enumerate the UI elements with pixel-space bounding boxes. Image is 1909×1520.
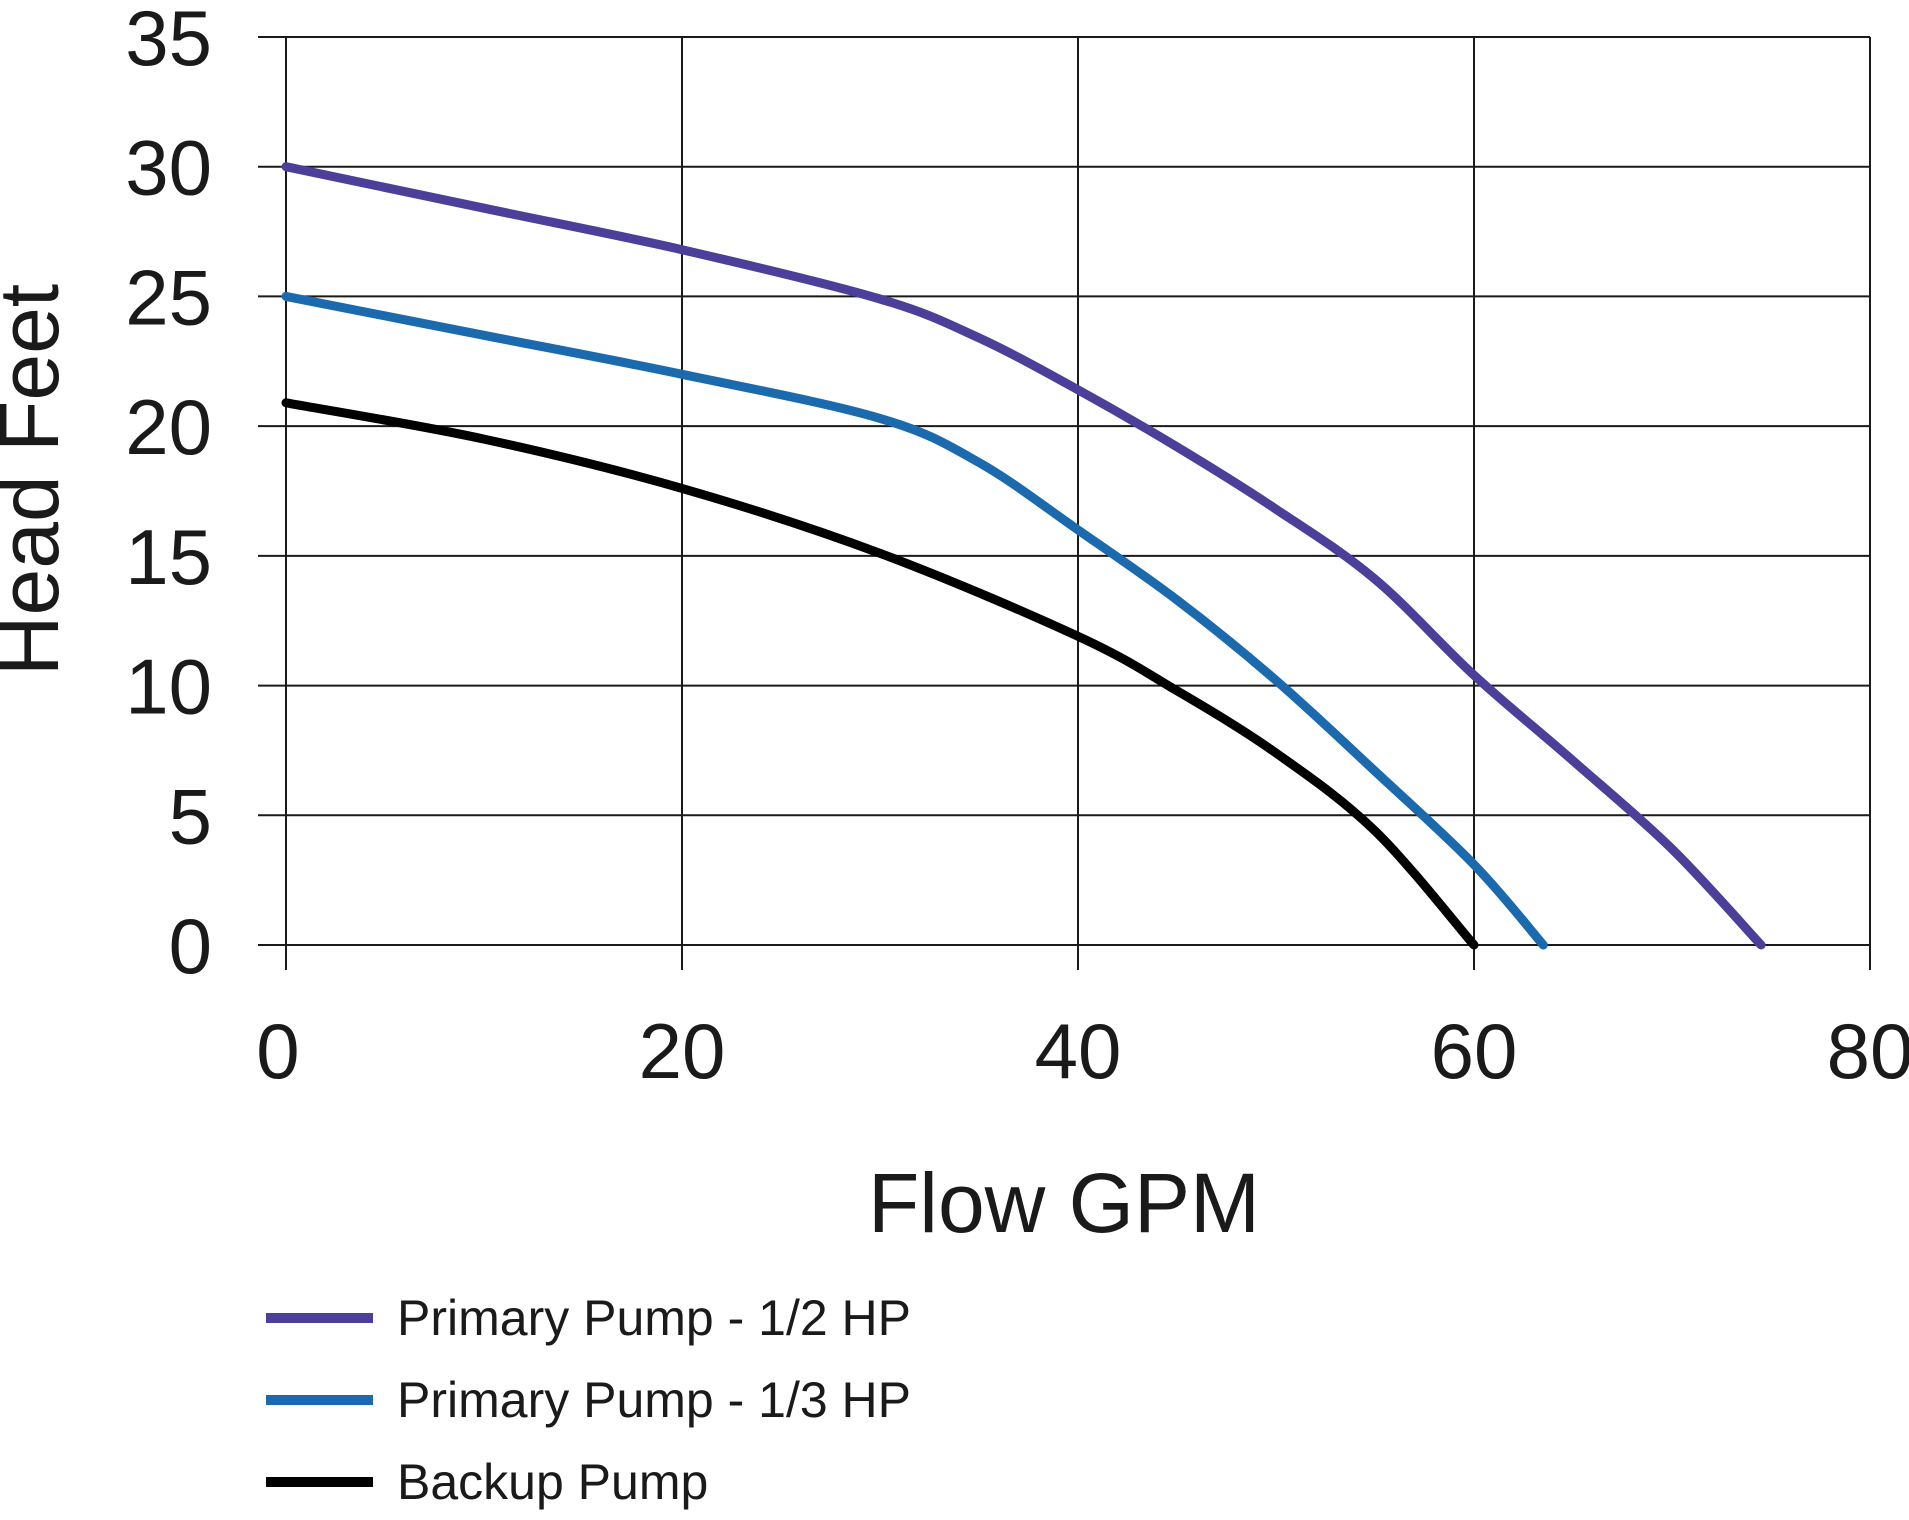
legend-label: Primary Pump - 1/2 HP [397,1290,911,1346]
legend-item-primary-pump-1-3-hp: Primary Pump - 1/3 HP [266,1372,911,1428]
y-tick-label: 35 [125,0,212,82]
y-tick-label: 25 [125,253,212,341]
x-tick-label: 40 [1035,1007,1122,1095]
legend-label: Primary Pump - 1/3 HP [397,1372,911,1428]
grid [258,36,1871,970]
y-tick-label: 10 [125,643,212,731]
y-axis-title: Head Feet [0,284,76,676]
series-line-backup-pump [281,398,1479,950]
x-tick-label: 80 [1827,1007,1909,1095]
y-tick-label: 5 [169,772,212,860]
y-tick-label: 0 [169,902,212,990]
y-tick-label: 15 [125,513,212,601]
x-tick-label: 20 [639,1007,726,1095]
x-tick-label: 0 [256,1007,299,1095]
series-line-primary-pump-1-3-hp [281,291,1548,950]
legend-label: Backup Pump [397,1454,708,1510]
x-tick-label: 60 [1431,1007,1518,1095]
y-tick-label: 20 [125,383,212,471]
series-lines [281,162,1766,950]
tick-labels: 0 5 10 15 20 25 30 35 0 20 40 60 80 [125,0,1909,1095]
legend-item-backup-pump: Backup Pump [266,1454,708,1510]
legend-item-primary-pump-1-2-hp: Primary Pump - 1/2 HP [266,1290,911,1346]
series-line-primary-pump-1-2-hp [281,162,1766,950]
legend: Primary Pump - 1/2 HP Primary Pump - 1/3 … [266,1290,911,1510]
x-axis-title: Flow GPM [868,1156,1260,1250]
y-tick-label: 30 [125,124,212,212]
